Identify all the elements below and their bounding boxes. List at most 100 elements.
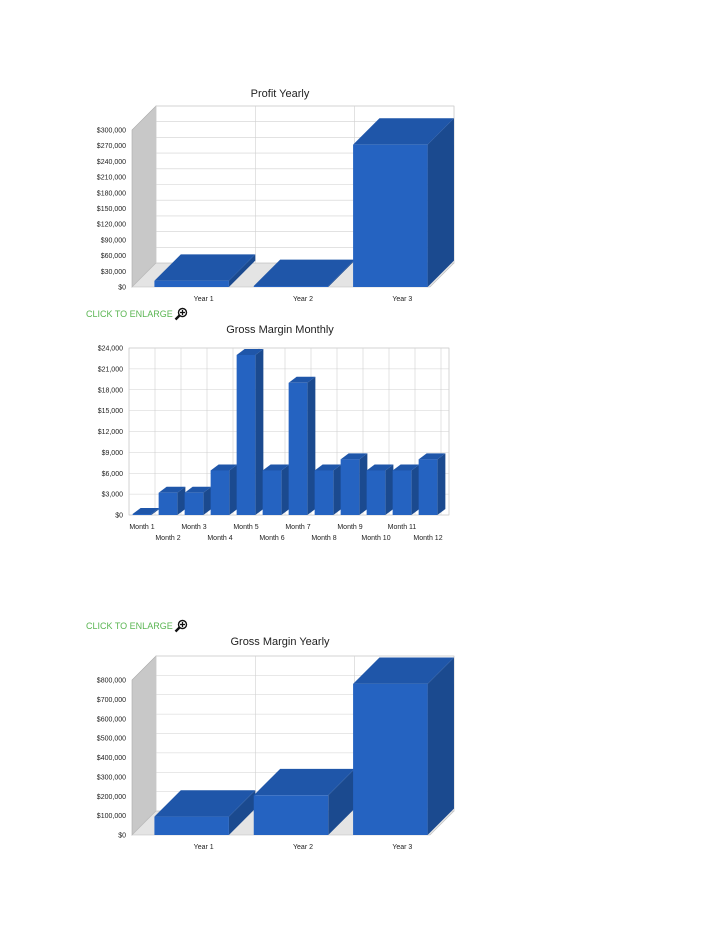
bar-side [328,259,355,287]
bar-side [427,657,454,835]
y-tick-label: $300,000 [97,774,126,781]
x-tick-label: Month 3 [181,524,206,531]
bar [366,464,394,515]
bar [418,453,446,515]
bar-front [154,816,229,835]
bar-front [314,470,334,515]
zoom-in-icon [174,619,187,633]
bar-top [353,657,454,684]
bar-side [385,464,394,515]
bar [154,790,256,835]
bar-side [359,453,368,515]
click-to-enlarge-link-1[interactable]: CLICK TO ENLARGE [86,307,188,321]
y-tick-label: $700,000 [97,697,126,704]
y-tick-label: $300,000 [97,128,126,135]
chart-2: Gross Margin Monthly $0 $3,000 $6,000 $9,000… [98,324,450,542]
bar-side [281,464,290,515]
bar [158,486,186,515]
y-tick-label: $210,000 [97,175,126,182]
bar-side [411,464,420,515]
x-tick-label: Year 1 [194,844,214,851]
bar-top [353,118,454,145]
y-tick-label: $90,000 [101,237,126,244]
chart-title: Profit Yearly [251,88,310,100]
x-tick-label: Year 2 [293,296,313,303]
x-tick-label: Month 10 [361,535,390,542]
bar-top [366,464,394,471]
bar [392,464,420,515]
bar [132,508,160,515]
bar-top [154,254,256,281]
y-tick-label: $6,000 [102,471,124,478]
bar-side [307,376,316,515]
bar-top [288,376,316,383]
enlarge-link-label: CLICK TO ENLARGE [86,621,173,631]
y-tick-label: $400,000 [97,755,126,762]
bar-top [158,486,186,493]
bar-front [288,382,308,515]
y-tick-label: $0 [118,833,126,840]
click-to-enlarge-link-2[interactable]: CLICK TO ENLARGE [86,619,188,633]
x-tick-label: Month 12 [413,535,442,542]
bar [353,657,454,835]
y-tick-label: $120,000 [97,222,126,229]
bar [353,118,454,288]
bar-front [262,470,282,515]
bar-top [314,464,342,471]
bar-side [437,453,446,515]
x-tick-label: Year 3 [392,844,412,851]
bar-front [154,280,229,287]
y-tick-label: $18,000 [98,387,123,394]
y-tick-label: $12,000 [98,429,123,436]
bar-top [340,453,368,460]
x-tick-label: Month 7 [285,524,310,531]
bar [340,453,368,515]
chart-side-wall [131,105,157,288]
x-tick-label: Month 5 [233,524,258,531]
y-tick-label: $180,000 [97,190,126,197]
y-tick-label: $3,000 [102,492,124,499]
y-tick-label: $24,000 [98,346,123,353]
bar-side [333,464,342,515]
bar-front [340,459,360,515]
bar-side [229,464,238,515]
bar-top [253,768,355,796]
bar-side [427,118,454,288]
x-tick-label: Month 4 [207,535,232,542]
y-tick-label: $21,000 [98,366,123,373]
bar-side [177,486,186,515]
bar-top [262,464,290,471]
bar-front [132,514,152,515]
y-tick-label: $60,000 [101,253,126,260]
x-tick-label: Month 2 [155,535,180,542]
y-tick-label: $600,000 [97,716,126,723]
bar-side [328,768,355,835]
y-tick-label: $0 [115,513,123,520]
bar-top [392,464,420,471]
bar-front [353,144,428,287]
bar-front [353,683,428,835]
bar-top [210,464,238,471]
chart-side-wall [131,655,157,836]
chart-1: Profit Yearly $0 $30,000 $60,000 $90,000 $120… [97,88,455,303]
bar-side [228,254,256,287]
y-tick-label: $9,000 [102,450,124,457]
bar-front [392,470,412,515]
bar-top [154,790,256,817]
bar-top [132,508,160,514]
x-tick-label: Month 11 [388,524,417,531]
y-tick-label: $800,000 [97,678,126,685]
bar-front [253,286,329,287]
x-tick-label: Month 1 [129,524,154,531]
enlarge-link-label: CLICK TO ENLARGE [86,309,173,319]
chart-title: Gross Margin Yearly [230,636,330,648]
y-tick-label: $0 [118,285,126,292]
y-tick-label: $30,000 [101,269,126,276]
bar [210,464,238,515]
x-tick-label: Month 9 [337,524,362,531]
x-tick-label: Month 8 [311,535,336,542]
x-tick-label: Year 3 [392,296,412,303]
bar-side [255,348,264,515]
bar-front [158,492,178,515]
